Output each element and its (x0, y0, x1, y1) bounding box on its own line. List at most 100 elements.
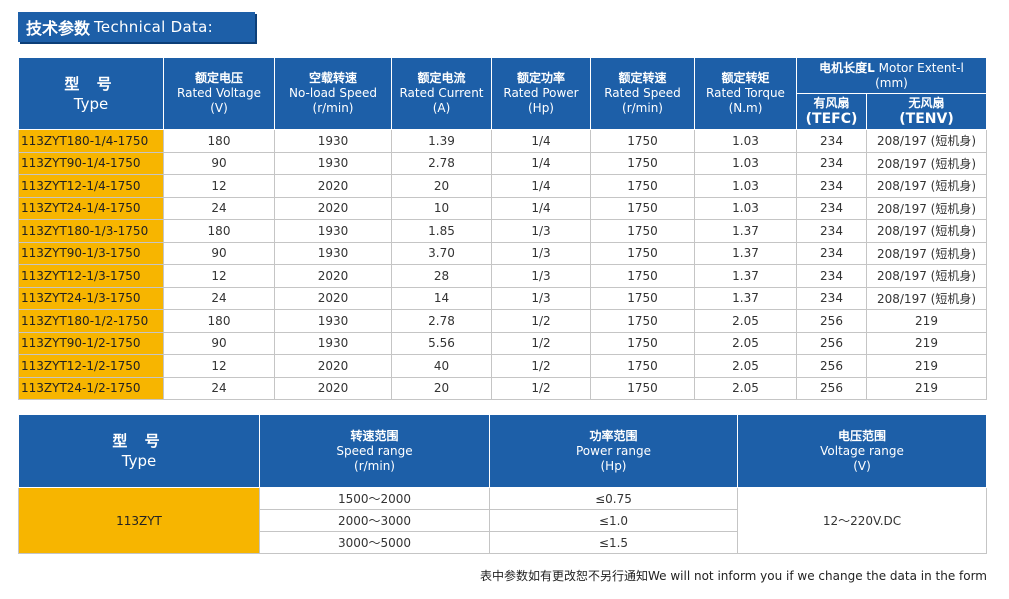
cell-length-tefc: 234 (796, 219, 867, 243)
cell-noload-speed: 1930 (274, 309, 392, 333)
range-model: 113ZYT (18, 487, 260, 554)
cell-current: 20 (391, 376, 492, 400)
header-voltage-en: Rated Voltage (177, 86, 261, 100)
cell-noload-speed: 2020 (274, 354, 392, 378)
header-type-zh: 型 号 (64, 74, 118, 93)
cell-rated-speed: 1750 (590, 309, 695, 333)
cell-current: 10 (391, 196, 492, 220)
header-torque-unit: (N.m) (728, 101, 763, 115)
power-range-cell: ≤1.0 (489, 509, 738, 532)
table-row: 113ZYT180-1/4-1750 180 1930 1.39 1/4 1750 1.03… (18, 129, 988, 153)
header-rated-speed-zh: 额定转速 (618, 71, 667, 85)
cell-voltage: 180 (163, 129, 275, 153)
cell-voltage: 180 (163, 219, 275, 243)
header-voltage: 额定电压 Rated Voltage (V) (163, 57, 275, 130)
cell-current: 2.78 (391, 309, 492, 333)
header-power: 额定功率 Rated Power (Hp) (491, 57, 591, 130)
cell-length-tefc: 234 (796, 129, 867, 153)
header-noload-speed-zh: 空载转速 (308, 71, 357, 85)
cell-torque: 1.37 (694, 264, 797, 288)
cell-current: 1.39 (391, 129, 492, 153)
range-header-power-en: Power range (576, 443, 651, 458)
cell-model: 113ZYT90-1/3-1750 (18, 241, 164, 265)
section-title-zh: 技术参数 (26, 19, 91, 38)
header-rated-speed-en: Rated Speed (604, 86, 681, 100)
cell-length-tenv: 208/197 (短机身) (865, 286, 988, 310)
technical-data-table: 型 号 Type 额定电压 Rated Voltage (V) 空载转速 No-… (18, 57, 988, 400)
header-motor-length-zh: 电机长度L (819, 61, 875, 75)
cell-current: 40 (391, 354, 492, 378)
cell-current: 2.78 (391, 151, 492, 175)
cell-current: 3.70 (391, 241, 492, 265)
cell-length-tefc: 256 (796, 376, 867, 400)
cell-power: 1/4 (491, 129, 591, 153)
cell-rated-speed: 1750 (590, 151, 695, 175)
cell-rated-speed: 1750 (590, 241, 695, 265)
cell-length-tefc: 234 (796, 174, 867, 198)
table-row: 113ZYT24-1/4-1750 24 2020 10 1/4 1750 1.03 234 2… (18, 196, 988, 220)
cell-power: 1/3 (491, 286, 591, 310)
range-table: 型 号 Type 转速范围 Speed range (r/min) 功率范围 P… (18, 414, 987, 554)
header-motor-length-title: 电机长度L Motor Extent-l (797, 60, 986, 76)
cell-torque: 1.03 (694, 196, 797, 220)
cell-voltage: 90 (163, 151, 275, 175)
cell-rated-speed: 1750 (590, 354, 695, 378)
range-header-speed: 转速范围 Speed range (r/min) (259, 414, 490, 488)
cell-rated-speed: 1750 (590, 129, 695, 153)
table-row: 113ZYT90-1/3-1750 90 1930 3.70 1/3 1750 1.37 23… (18, 241, 988, 265)
range-header-voltage-unit: (V) (853, 458, 871, 473)
header-power-unit: (Hp) (527, 101, 554, 115)
voltage-range-cell: 12～220V.DC (737, 487, 987, 554)
header-tefc: 有风扇 (TEFC) (796, 93, 867, 130)
cell-voltage: 12 (163, 264, 275, 288)
range-header-power-zh: 功率范围 (589, 428, 638, 443)
cell-current: 5.56 (391, 331, 492, 355)
range-header-voltage-zh: 电压范围 (837, 428, 886, 443)
cell-torque: 2.05 (694, 354, 797, 378)
header-motor-length-unit: (mm) (875, 76, 908, 90)
header-power-en: Rated Power (503, 86, 579, 100)
cell-length-tefc: 234 (796, 286, 867, 310)
speed-range-cell: 3000～5000 (259, 531, 490, 554)
section-title-en: Technical Data: (94, 18, 214, 36)
power-range-cell: ≤1.5 (489, 531, 738, 554)
cell-model: 113ZYT24-1/2-1750 (18, 376, 164, 400)
header-current: 额定电流 Rated Current (A) (391, 57, 492, 130)
header-noload-speed-unit: (r/min) (312, 101, 354, 115)
header-current-unit: (A) (432, 101, 451, 115)
header-voltage-unit: (V) (210, 101, 228, 115)
cell-power: 1/2 (491, 331, 591, 355)
cell-voltage: 90 (163, 331, 275, 355)
cell-length-tefc: 256 (796, 354, 867, 378)
cell-power: 1/3 (491, 241, 591, 265)
cell-length-tefc: 234 (796, 264, 867, 288)
header-tefc-zh: 有风扇 (813, 96, 850, 110)
cell-length-tefc: 234 (796, 151, 867, 175)
cell-noload-speed: 2020 (274, 196, 392, 220)
header-torque-zh: 额定转矩 (721, 71, 770, 85)
header-noload-speed: 空载转速 No-load Speed (r/min) (274, 57, 392, 130)
cell-noload-speed: 2020 (274, 286, 392, 310)
header-voltage-zh: 额定电压 (194, 71, 243, 85)
cell-torque: 1.03 (694, 151, 797, 175)
cell-torque: 2.05 (694, 331, 797, 355)
header-type: 型 号 Type (18, 57, 164, 130)
cell-power: 1/2 (491, 309, 591, 333)
cell-torque: 1.03 (694, 129, 797, 153)
cell-length-tefc: 256 (796, 309, 867, 333)
table-row: 113ZYT180-1/3-1750 180 1930 1.85 1/3 1750 1.37… (18, 219, 988, 243)
header-current-en: Rated Current (399, 86, 484, 100)
cell-length-tefc: 234 (796, 241, 867, 265)
cell-current: 14 (391, 286, 492, 310)
cell-power: 1/4 (491, 174, 591, 198)
range-header-speed-zh: 转速范围 (350, 428, 399, 443)
cell-power: 1/3 (491, 219, 591, 243)
cell-voltage: 24 (163, 196, 275, 220)
cell-length-tenv: 208/197 (短机身) (865, 129, 988, 153)
range-header-power-unit: (Hp) (600, 458, 627, 473)
cell-length-tenv: 208/197 (短机身) (865, 151, 988, 175)
range-header-type-en: Type (121, 452, 157, 470)
cell-power: 1/4 (491, 196, 591, 220)
cell-noload-speed: 1930 (274, 241, 392, 265)
header-tenv: 无风扇 (TENV) (865, 93, 988, 130)
